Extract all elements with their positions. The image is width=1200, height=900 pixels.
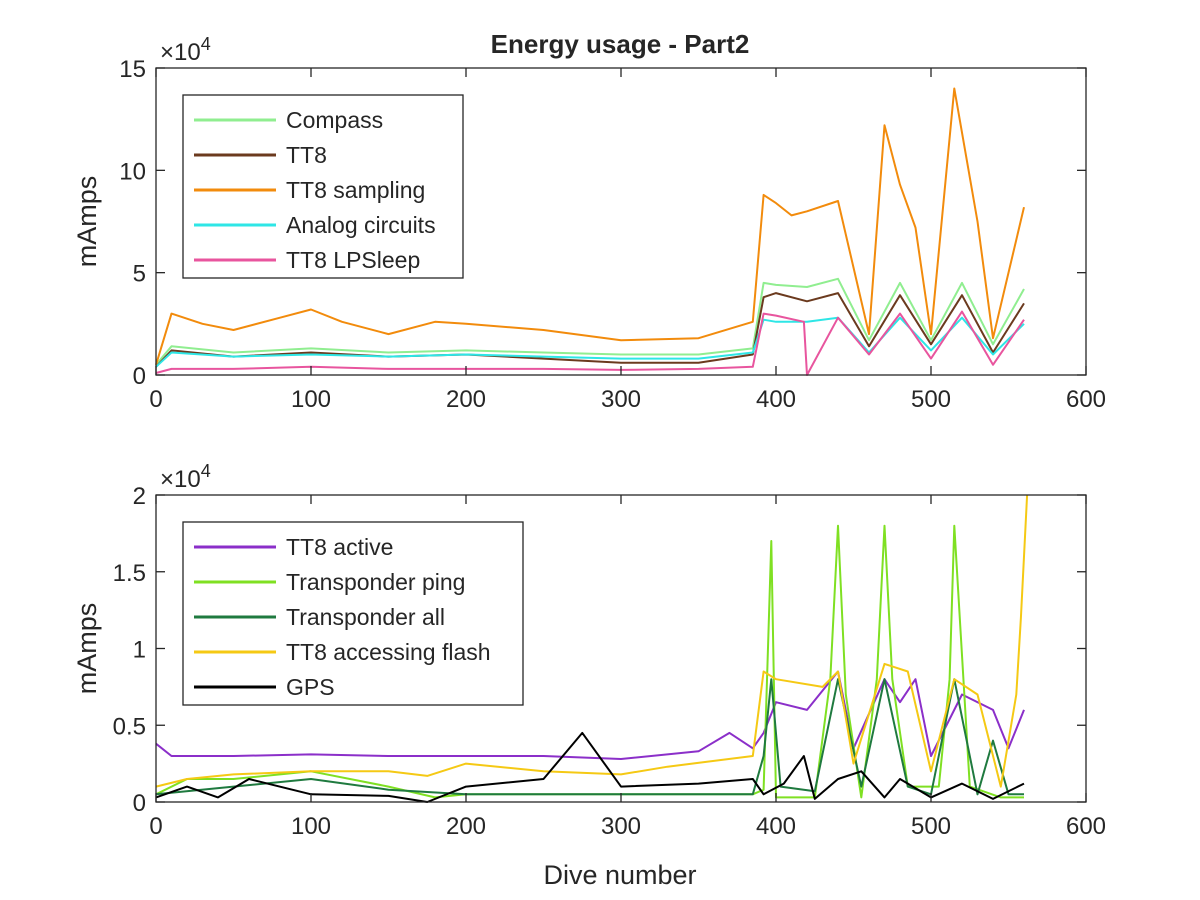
top-series-line-5 [155, 310, 1025, 376]
bottom-x-tick-label: 600 [1066, 813, 1106, 840]
bottom-y-tick-label: 2 [133, 483, 146, 510]
bottom-series-line-4 [155, 494, 1029, 788]
bottom-x-tick-label: 200 [446, 813, 486, 840]
top-plot: 0 100 200 300 400 500 600 0 5 10 15 ×104 mAmps Compas… [72, 34, 1106, 413]
top-series-line-3 [155, 87, 1025, 366]
bottom-y-tick-label: 1 [133, 637, 146, 664]
bottom-y-tick-label: 0.5 [113, 713, 146, 740]
top-y-tick-label: 10 [119, 158, 146, 185]
top-y-tick-label: 15 [119, 56, 146, 83]
bottom-y-exponent-power: 4 [201, 461, 211, 481]
bottom-y-axis-label: mAmps [72, 603, 102, 695]
top-x-tick-label: 500 [911, 386, 951, 413]
top-y-exponent: ×104 [160, 34, 211, 66]
top-x-tick-label: 300 [601, 386, 641, 413]
bottom-x-tick-label: 100 [291, 813, 331, 840]
bottom-x-tick-label: 400 [756, 813, 796, 840]
bottom-legend-label-3: Transponder all [286, 604, 445, 630]
top-y-tick-label: 5 [133, 261, 146, 288]
top-legend-label-1: Compass [286, 107, 383, 133]
top-legend-box [182, 94, 464, 279]
bottom-plot: 0 100 200 300 400 500 600 0 0.5 1 1.5 2 ×104 mAmps TT8… [72, 461, 1106, 840]
bottom-legend-label-2: Transponder ping [286, 569, 465, 595]
bottom-legend-label-4: TT8 accessing flash [286, 639, 491, 665]
bottom-legend-label-5: GPS [286, 674, 335, 700]
bottom-legend-label-1: TT8 active [286, 534, 393, 560]
bottom-legend-box [182, 521, 524, 706]
top-y-exponent-power: 4 [201, 34, 211, 54]
bottom-series-line-1 [155, 670, 1025, 760]
top-x-tick-label: 200 [446, 386, 486, 413]
bottom-x-tick-label: 0 [149, 813, 162, 840]
top-legend-label-2: TT8 [286, 142, 327, 168]
top-x-tick-label: 400 [756, 386, 796, 413]
top-x-tick-label: 0 [149, 386, 162, 413]
bottom-y-exponent-base: ×10 [160, 466, 201, 493]
top-y-axis-label: mAmps [72, 176, 102, 268]
bottom-y-exponent: ×104 [160, 461, 211, 493]
top-y-exponent-base: ×10 [160, 39, 201, 66]
top-x-tick-label: 600 [1066, 386, 1106, 413]
top-x-tick-label: 100 [291, 386, 331, 413]
bottom-x-tick-label: 300 [601, 813, 641, 840]
top-series-line-2 [155, 292, 1025, 368]
bottom-series-line-3 [155, 678, 1024, 796]
figure-title: Energy usage - Part2 [491, 29, 750, 59]
x-axis-label: Dive number [543, 860, 696, 890]
top-y-tick-label: 0 [133, 363, 146, 390]
bottom-y-tick-label: 1.5 [113, 560, 146, 587]
top-legend-label-4: Analog circuits [286, 212, 436, 238]
top-series-line-1 [155, 277, 1025, 366]
bottom-x-tick-label: 500 [911, 813, 951, 840]
top-legend-label-3: TT8 sampling [286, 177, 425, 203]
bottom-y-tick-label: 0 [133, 790, 146, 817]
top-legend-label-5: TT8 LPSleep [286, 247, 420, 273]
